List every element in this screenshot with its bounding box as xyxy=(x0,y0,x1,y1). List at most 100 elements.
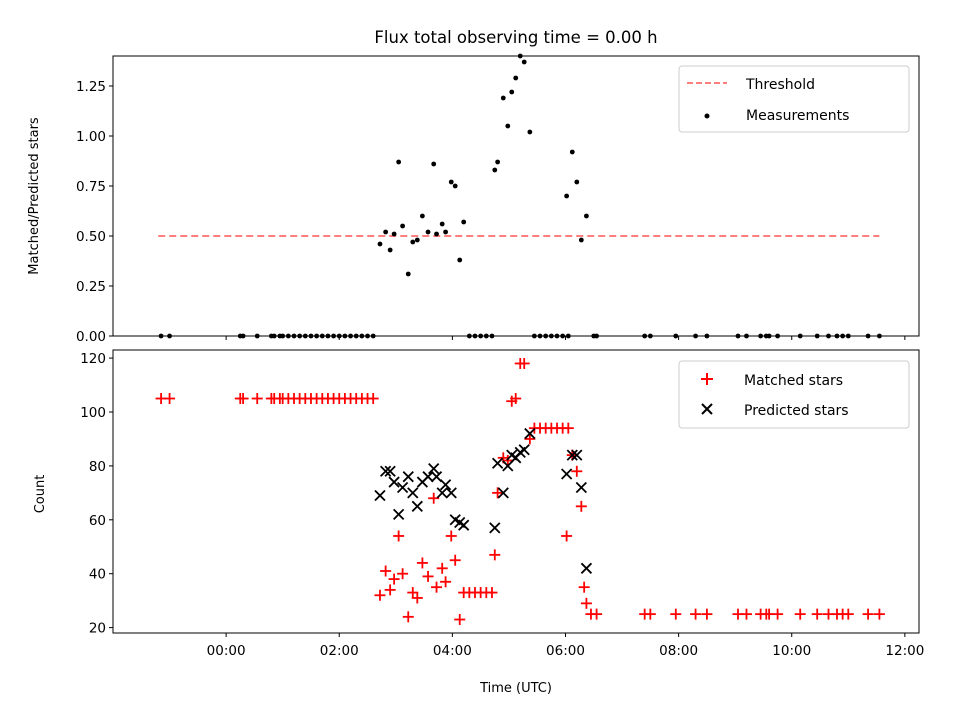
series-matched-stars xyxy=(155,357,885,626)
data-point xyxy=(584,213,589,219)
data-point xyxy=(431,581,443,593)
top-y-axis-label: Matched/Predicted stars xyxy=(27,117,42,275)
data-point xyxy=(461,219,467,225)
top-y-ticks: 0.00 0.25 0.50 0.75 1.00 1.25 xyxy=(76,79,113,345)
data-point xyxy=(500,95,506,101)
data-point xyxy=(443,229,448,235)
data-point xyxy=(428,462,440,475)
legend-matched-swatch xyxy=(701,373,713,385)
bottom-y-axis-label: Count xyxy=(33,475,48,514)
data-point xyxy=(509,89,515,95)
data-point xyxy=(251,393,263,405)
top-x-ticks xyxy=(225,336,906,340)
data-point xyxy=(772,608,784,620)
bottom-panel: Count Time (UTC) 20 40 60 80 100 120 00:00 02:… xyxy=(33,349,924,696)
series-predicted-stars xyxy=(374,427,593,574)
data-point xyxy=(431,161,437,167)
data-point xyxy=(374,489,386,502)
data-point xyxy=(388,573,400,585)
data-point xyxy=(419,213,425,219)
data-point xyxy=(405,271,411,277)
data-point xyxy=(440,576,452,588)
data-point xyxy=(701,608,713,620)
data-point xyxy=(575,500,587,512)
data-point xyxy=(407,487,419,499)
y-tick-label: 20 xyxy=(89,621,106,637)
x-tick-label: 10:00 xyxy=(772,643,811,659)
data-point xyxy=(400,223,405,229)
y-tick-label: 0.75 xyxy=(76,179,106,195)
data-point xyxy=(580,597,592,609)
data-point xyxy=(436,487,448,499)
data-point xyxy=(492,167,498,173)
data-point xyxy=(486,587,498,599)
data-point xyxy=(384,465,396,477)
data-point xyxy=(436,562,448,574)
data-point xyxy=(396,159,402,165)
data-point xyxy=(422,570,434,582)
y-tick-label: 0.25 xyxy=(76,279,106,295)
data-point xyxy=(445,487,457,499)
data-point xyxy=(448,179,454,185)
data-point xyxy=(571,465,583,477)
data-point xyxy=(425,229,431,235)
data-point xyxy=(505,123,511,129)
y-tick-label: 0.00 xyxy=(76,329,106,345)
data-point xyxy=(422,471,434,483)
data-point xyxy=(571,449,583,461)
data-point xyxy=(569,149,575,155)
data-point xyxy=(578,237,584,243)
data-point xyxy=(562,422,574,434)
data-point xyxy=(580,562,593,574)
data-point xyxy=(502,455,514,467)
data-point xyxy=(574,179,580,185)
data-point xyxy=(452,183,458,189)
data-point xyxy=(397,568,409,580)
data-point xyxy=(396,481,409,494)
y-tick-label: 100 xyxy=(80,405,106,421)
data-point xyxy=(492,487,504,499)
bottom-plot-content xyxy=(155,357,885,626)
legend-threshold-label: Threshold xyxy=(745,77,815,93)
data-point xyxy=(380,565,392,577)
data-point xyxy=(445,530,457,542)
bottom-legend: Matched stars Predicted stars xyxy=(678,360,910,429)
data-point xyxy=(842,608,854,620)
data-point xyxy=(402,471,414,483)
x-tick-label: 08:00 xyxy=(659,643,698,659)
data-point xyxy=(521,59,527,65)
data-point xyxy=(237,393,249,405)
data-point xyxy=(740,608,752,620)
data-point xyxy=(392,508,405,521)
data-point xyxy=(384,584,396,596)
y-tick-label: 120 xyxy=(80,351,106,367)
legend-matched-label: Matched stars xyxy=(744,373,843,389)
data-point xyxy=(591,608,603,620)
data-point xyxy=(374,589,386,601)
x-tick-label: 00:00 xyxy=(207,643,246,659)
data-point xyxy=(411,592,423,604)
data-point xyxy=(794,608,806,620)
legend-predicted-label: Predicted stars xyxy=(744,403,849,419)
legend-measurements-swatch xyxy=(704,113,710,119)
y-tick-label: 1.00 xyxy=(76,129,106,145)
data-point xyxy=(513,75,519,81)
data-point xyxy=(164,393,176,405)
data-point xyxy=(387,247,393,253)
data-point xyxy=(564,193,570,199)
data-point xyxy=(454,614,466,626)
data-point xyxy=(439,479,452,491)
data-point xyxy=(518,444,530,456)
x-axis-label: Time (UTC) xyxy=(479,681,552,696)
data-point xyxy=(524,427,536,440)
data-point xyxy=(518,357,530,369)
data-point xyxy=(416,557,428,569)
bottom-x-ticks: 00:00 02:00 04:00 06:00 08:00 10:00 12:00 xyxy=(207,633,924,659)
data-point xyxy=(428,492,440,504)
data-point xyxy=(561,530,573,542)
data-point xyxy=(578,581,590,593)
data-point xyxy=(644,608,656,620)
y-tick-label: 40 xyxy=(89,567,106,583)
data-point xyxy=(566,449,578,461)
